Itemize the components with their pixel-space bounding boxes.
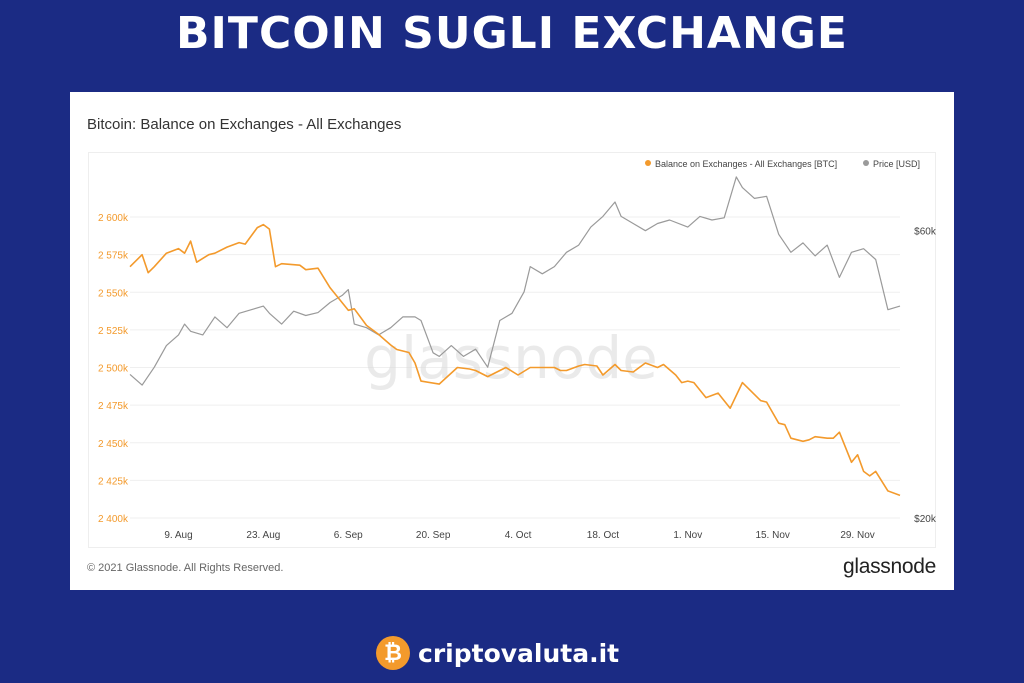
x-tick-label: 1. Nov	[673, 530, 702, 541]
glassnode-watermark: glassnode	[364, 324, 658, 392]
y-right-tick-label: $20k	[914, 514, 937, 525]
chart-svg: 2 400k 2 425k 2 450k 2 475k 2 500k 2 525k 2 55…	[98, 159, 937, 541]
x-tick-label: 18. Oct	[587, 530, 619, 541]
y-left-tick-label: 2 525k	[98, 326, 129, 337]
x-tick-label: 15. Nov	[755, 530, 789, 541]
y-left-tick-label: 2 475k	[98, 401, 129, 412]
price-series-line	[129, 176, 901, 386]
y-left-tick-label: 2 600k	[98, 213, 129, 224]
legend-price-marker	[863, 160, 869, 166]
x-tick-label: 4. Oct	[505, 530, 532, 541]
y-left-tick-label: 2 500k	[98, 364, 129, 375]
criptovaluta-brand: ₿ criptovaluta.it	[376, 633, 619, 673]
y-left-tick-label: 2 400k	[98, 514, 129, 525]
copyright-text: © 2021 Glassnode. All Rights Reserved.	[87, 562, 284, 574]
legend-balance-label: Balance on Exchanges - All Exchanges [BT…	[655, 159, 837, 169]
y-left-tick-label: 2 575k	[98, 251, 129, 262]
legend-price-label: Price [USD]	[873, 159, 920, 169]
brand-name: criptovaluta.it	[418, 638, 620, 668]
y-right-tick-label: $60k	[914, 227, 937, 238]
plot-frame	[88, 152, 936, 548]
x-tick-label: 20. Sep	[416, 530, 451, 541]
legend-balance-marker	[645, 160, 651, 166]
glassnode-logo: glassnode	[842, 555, 936, 578]
x-tick-label: 6. Sep	[334, 530, 363, 541]
x-tick-label: 9. Aug	[164, 530, 192, 541]
page-headline: BITCOIN SUGLI EXCHANGE	[176, 8, 848, 59]
balance-series-line	[129, 223, 901, 497]
y-left-tick-label: 2 450k	[98, 439, 129, 450]
x-tick-label: 29. Nov	[840, 530, 874, 541]
x-tick-label: 23. Aug	[246, 530, 280, 541]
y-left-tick-label: 2 425k	[98, 476, 129, 487]
chart-card: Bitcoin: Balance on Exchanges - All Exch…	[70, 92, 954, 590]
chart-title: Bitcoin: Balance on Exchanges - All Exch…	[87, 116, 402, 133]
bitcoin-coin-icon: ₿	[376, 636, 410, 670]
y-left-tick-label: 2 550k	[98, 288, 129, 299]
